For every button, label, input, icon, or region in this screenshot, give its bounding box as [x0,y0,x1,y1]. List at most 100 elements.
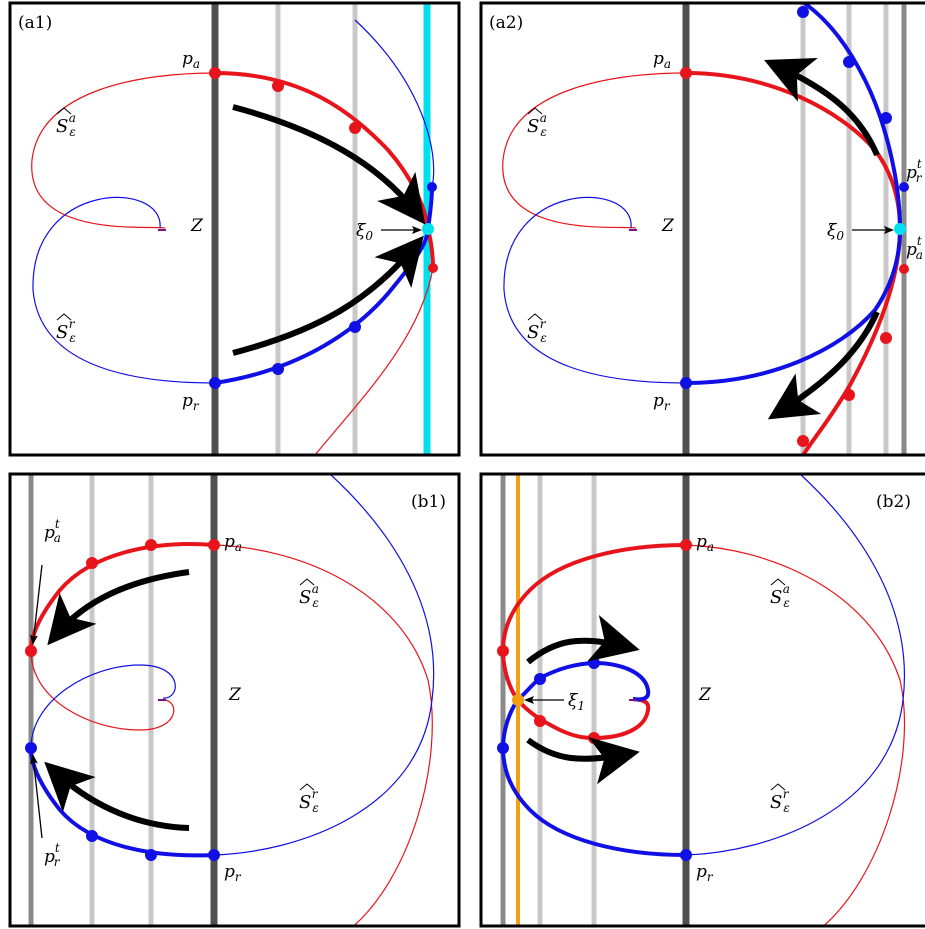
svg-text:Sεa: Sεa [56,111,76,139]
pat-label: pt a [44,517,61,545]
dot-blue [209,377,221,389]
dot-red [145,539,157,551]
dot-red [209,67,221,79]
attracting-manifold-thick [214,71,435,269]
sa-label: Sεa [770,578,790,610]
pat-pointer [29,564,43,645]
flow-arrow [764,58,880,157]
sa-label: Sεa [56,107,76,139]
repelling-manifold-big [214,545,431,855]
attracting-manifold-thin [213,544,433,926]
dot-red [272,80,284,92]
dot-blue [497,742,509,754]
prt-label: pt r [906,157,923,185]
sa-label: Sεa [299,578,319,610]
svg-text:Sεr: Sεr [299,787,319,815]
dot-red [534,715,546,727]
dot-red [208,539,220,551]
sa-label: Sεa [527,107,547,139]
prt-pointer [29,754,43,839]
attracting-manifold-thick [29,542,215,652]
flow-arrow [232,235,424,356]
pr-label: pr [696,862,714,884]
z-label: Z [228,685,242,705]
panel-b1-tag: (b1) [411,492,446,512]
flow-arrow [47,569,190,646]
dot-blue [427,182,437,192]
dot-blue [588,657,600,669]
dot-red [497,645,509,657]
repelling-manifold-thick [29,747,215,858]
dot-blue [349,321,361,333]
flow-arrow [526,737,640,785]
dot-blue [25,742,37,754]
attracting-manifold-inner [30,650,175,731]
flow-arrow [232,104,426,225]
dot-blue [272,363,284,375]
dot-red [349,122,361,134]
repelling-manifold-far [354,19,435,188]
panel-a1-frame [8,1,461,457]
xi0-point [422,223,434,235]
xi0-label: ξ0 [827,221,844,243]
dot-red [680,539,692,551]
xi0-point [894,223,906,235]
dot-blue [899,182,909,192]
sr-label: Sεr [299,783,319,815]
dot-blue [680,849,692,861]
panel-b2-frame [479,472,925,928]
panel-a2 [502,3,909,455]
repelling-manifold-thin [32,196,216,384]
dot-red [25,645,37,657]
dot-blue [208,849,220,861]
dot-blue [145,849,157,861]
dot-blue [880,112,892,124]
attracting-manifold-thin [685,544,906,926]
xi1-point [512,694,524,706]
dot-blue [843,56,855,68]
panel-a2-tag: (a2) [489,13,523,33]
pr-label: pr [653,391,671,413]
pa-label: pa [696,532,714,554]
dot-blue [680,377,692,389]
repelling-manifold-thin [213,474,435,856]
z-label: Z [190,216,204,236]
panel-b2 [497,474,906,926]
sr-label: Sεr [770,783,790,815]
xi0-label: ξ0 [356,221,373,243]
dot-blue [797,6,809,18]
xi1-label: ξ1 [568,691,585,713]
panel-b1-frame [8,472,461,928]
dot-red [428,263,438,273]
repelling-manifold-inner [30,664,176,749]
sr-label: Sεr [527,313,547,345]
flow-arrow [526,614,640,665]
panel-a1-tag: (a1) [18,13,52,33]
sr-label: Sεr [56,313,76,345]
dot-red [86,557,98,569]
repelling-manifold-thin [685,474,905,856]
dot-red [880,332,892,344]
pa-label: pa [182,49,200,71]
svg-text:Sεa: Sεa [299,582,319,610]
dot-red [588,732,600,744]
dot-blue [86,830,98,842]
dot-red [680,67,692,79]
svg-text:Sεr: Sεr [770,787,790,815]
dot-red [797,435,809,447]
panel-a1 [31,3,438,455]
pr-label: pr [224,862,242,884]
svg-text:Sεr: Sεr [527,317,547,345]
prt-label: pt r [44,841,61,869]
dot-red [843,389,855,401]
svg-text:Sεa: Sεa [770,582,790,610]
svg-text:Sεa: Sεa [527,111,547,139]
z-label: Z [698,685,712,705]
panel-b1 [25,474,435,926]
dot-red [899,264,909,274]
flow-arrow [44,761,190,831]
attracting-manifold-far [314,267,434,455]
dot-blue [534,673,546,685]
panel-b2-tag: (b2) [876,492,911,512]
pa-label: pa [653,49,671,71]
